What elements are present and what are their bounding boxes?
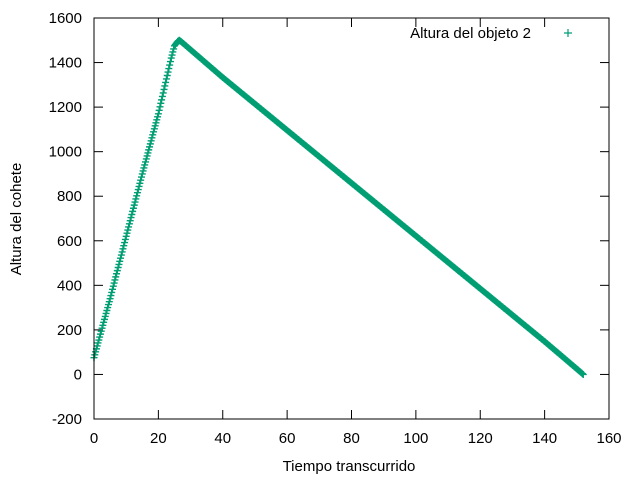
data-point [124,226,132,234]
data-point [133,192,141,200]
data-point [109,285,117,293]
data-point [117,254,125,262]
y-tick-label: 400 [57,277,82,294]
data-point [167,54,175,62]
tick-labels: 0 20 40 60 80 100 120 140 160 -200 0 200 400 600 800 10… [49,10,622,447]
data-point [113,270,121,278]
x-axis-label: Tiempo transcurrido [283,458,416,475]
data-point [137,173,145,181]
data-point [159,89,167,97]
data-point [115,260,123,268]
data-point [123,229,131,237]
legend-plus-icon [564,29,572,37]
data-point [155,106,163,114]
data-point [129,204,137,212]
series-markers [90,36,587,378]
data-point [161,82,169,90]
legend-marker [564,29,572,37]
data-point [168,51,176,59]
data-point [118,248,126,256]
data-point [157,99,165,107]
x-tick-label: 120 [468,430,493,447]
data-point [156,103,164,111]
data-point [165,65,173,73]
data-point [130,201,138,209]
data-point [129,207,137,215]
data-point [166,58,174,66]
data-point [112,273,120,281]
x-tick-label: 20 [150,430,167,447]
data-point [114,264,122,272]
data-point [108,288,116,296]
y-tick-label: 1200 [49,99,82,116]
data-point [136,179,144,187]
data-point [113,267,121,275]
y-tick-label: 1000 [49,144,82,161]
data-point [109,282,117,290]
x-tick-label: 0 [90,430,98,447]
data-point [111,276,119,284]
y-axis-label: Altura del cohete [8,163,25,276]
data-point [126,217,134,225]
data-point [137,176,145,184]
data-point [163,72,171,80]
plot-frame [93,17,610,420]
series-layer [90,36,587,378]
y-tick-label: 1400 [49,55,82,72]
data-point [122,232,130,240]
data-point [162,78,170,86]
data-point [131,198,139,206]
data-point [134,186,142,194]
data-point [158,96,166,104]
x-tick-label: 160 [596,430,621,447]
data-point [106,295,114,303]
data-point [110,279,118,287]
y-tick-label: 600 [57,233,82,250]
data-point [119,245,127,253]
y-tick-label: 0 [74,366,82,383]
legend-label: Altura del objeto 2 [410,25,531,42]
data-point [164,68,172,76]
data-point [162,75,170,83]
data-point [579,370,587,378]
data-point [132,195,140,203]
data-point [158,92,166,100]
data-point [154,110,162,118]
y-tick-label: 1600 [49,10,82,27]
data-point [125,223,133,231]
data-point [117,251,125,259]
x-tick-label: 80 [343,430,360,447]
data-point [120,242,128,250]
data-point [121,239,129,247]
data-point [169,48,177,56]
data-point [121,235,129,243]
data-point [107,292,115,300]
y-tick-label: 200 [57,322,82,339]
y-tick-label: 800 [57,188,82,205]
data-point [128,210,136,218]
data-point [166,61,174,69]
data-point [135,182,143,190]
data-point [127,214,135,222]
data-point [133,189,141,197]
data-point [170,45,178,53]
data-point [116,257,124,265]
x-tick-label: 140 [532,430,557,447]
y-tick-label: -200 [52,411,82,428]
data-point [125,220,133,228]
x-tick-label: 40 [214,430,231,447]
x-tick-label: 100 [403,430,428,447]
x-tick-label: 60 [279,430,296,447]
data-point [160,85,168,93]
legend: Altura del objeto 2 [410,25,572,42]
